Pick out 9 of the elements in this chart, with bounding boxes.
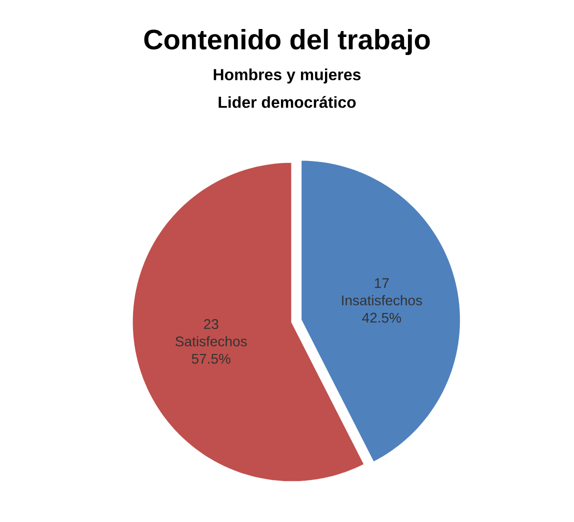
chart-title: Contenido del trabajo xyxy=(144,28,430,56)
text: 17 xyxy=(374,278,389,288)
data-label: 57.5% xyxy=(192,354,230,364)
slice-label: Insatisfechos xyxy=(342,295,422,306)
chart-subtitle: Hombres y mujeres xyxy=(214,68,361,84)
slice-label: Satisfechos xyxy=(176,336,247,346)
text: 23 xyxy=(204,319,218,330)
text: Lider democrático xyxy=(218,96,356,108)
data-label: 42.5% xyxy=(362,312,401,323)
